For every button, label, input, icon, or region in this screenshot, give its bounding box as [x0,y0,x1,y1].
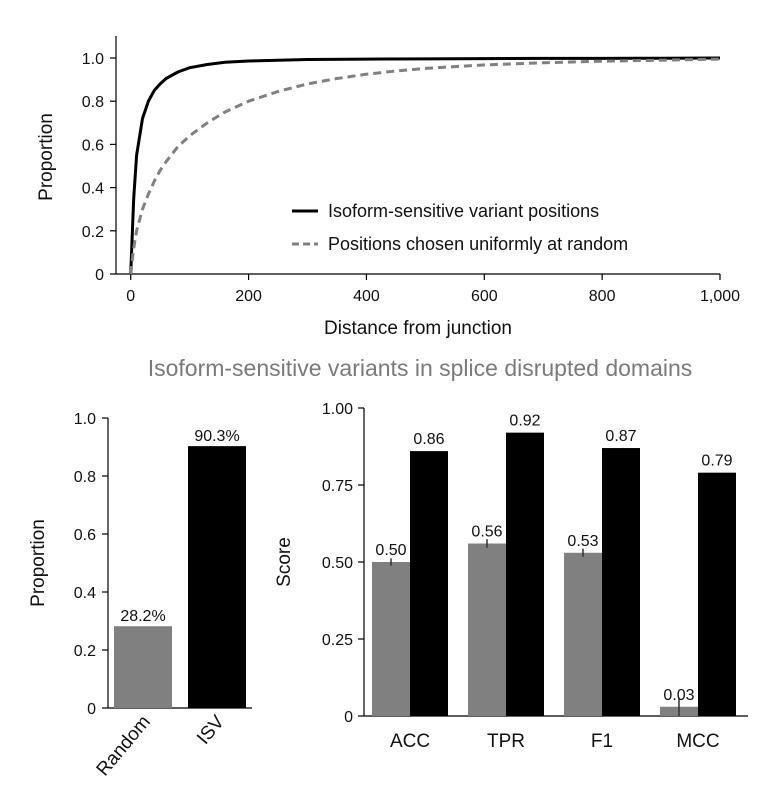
bar-f1-random [564,552,602,716]
y-tick-label: 0.2 [74,643,96,660]
bar-value-label: 28.2% [120,608,165,625]
bar-value-label: 0.03 [663,687,694,704]
y-tick-label: 0.25 [322,632,353,649]
y-axis-label: Proportion [36,113,57,201]
bar-value-label: 0.50 [375,542,406,559]
x-tick-label: 600 [471,288,498,305]
series-lines [129,56,721,275]
y-tick-label: 0.2 [82,224,104,241]
y-tick-label: 0 [87,701,96,718]
legend-label-isv: Isoform-sensitive variant positions [328,201,599,221]
x-tick-label: TPR [487,731,525,752]
bar-value-label: 0.92 [509,413,540,430]
bar-acc-random [372,562,410,716]
y-ticks: 0 0.25 0.50 0.75 1.00 [322,401,364,726]
bars: 0.50 0.86 0.56 0.92 0.53 0.87 0.03 0.79 [372,413,736,716]
x-tick-label: 400 [353,288,380,305]
x-ticks: ACC TPR F1 MCC [390,731,720,752]
y-axis-label: Proportion [28,519,49,607]
y-tick-label: 0 [95,267,104,284]
x-tick-label: 800 [589,288,616,305]
x-tick-label: 200 [235,288,262,305]
bar-isv [188,446,246,708]
legend-label-random: Positions chosen uniformly at random [328,234,628,254]
bar-value-label: 0.53 [567,533,598,550]
y-tick-label: 0.8 [74,469,96,486]
series-line-isv [129,56,721,275]
x-tick-label: F1 [591,731,613,752]
y-tick-label: 0.8 [82,94,104,111]
bar-value-label: 0.86 [413,431,444,448]
cdf-line-chart: 0 0.2 0.4 0.6 0.8 1.0 0 200 400 600 800 1,000 Dist… [36,36,740,339]
bar-tpr-isv [506,432,544,716]
bar-value-label: 0.87 [605,428,636,445]
bar-random [114,626,172,708]
bar-value-label: 90.3% [194,428,239,445]
y-tick-label: 1.0 [74,411,96,428]
y-tick-label: 0.4 [74,585,96,602]
y-tick-label: 0.4 [82,181,104,198]
y-tick-label: 0 [344,709,353,726]
y-tick-label: 1.00 [322,401,353,418]
bar-tpr-random [468,543,506,716]
y-axis-label: Score [274,537,295,587]
x-tick-label: 1,000 [700,288,740,305]
legend: Isoform-sensitive variant positions Posi… [292,201,628,254]
bar-acc-isv [410,451,448,716]
section-title: Isoform-sensitive variants in splice dis… [148,355,693,381]
series-line-random [129,57,721,275]
bars: 28.2% 90.3% [114,428,246,708]
x-ticks: 0 200 400 600 800 1,000 [126,274,740,305]
x-tick-label: Random [93,712,155,781]
x-ticks: Random ISV [93,711,229,780]
y-ticks: 0 0.2 0.4 0.6 0.8 1.0 [82,51,116,284]
bar-value-label: 0.56 [471,524,502,541]
proportion-bar-chart: 0 0.2 0.4 0.6 0.8 1.0 28.2% 90.3% Random ISV Pr… [28,411,252,780]
x-tick-label: ISV [193,711,229,748]
bar-mcc-isv [698,472,736,716]
x-axis-label: Distance from junction [324,318,512,339]
x-tick-label: 0 [126,288,135,305]
y-tick-label: 0.6 [82,137,104,154]
y-tick-label: 0.75 [322,478,353,495]
bar-value-label: 0.79 [701,453,732,470]
y-tick-label: 0.50 [322,555,353,572]
bar-f1-isv [602,448,640,716]
x-tick-label: ACC [390,731,430,752]
y-tick-label: 1.0 [82,51,104,68]
y-ticks: 0 0.2 0.4 0.6 0.8 1.0 [74,411,108,718]
score-bar-chart: 00.250.500.751.00 0.500.860.560.920.530.… [274,401,748,752]
x-tick-label: MCC [676,731,719,752]
y-tick-label: 0.6 [74,527,96,544]
